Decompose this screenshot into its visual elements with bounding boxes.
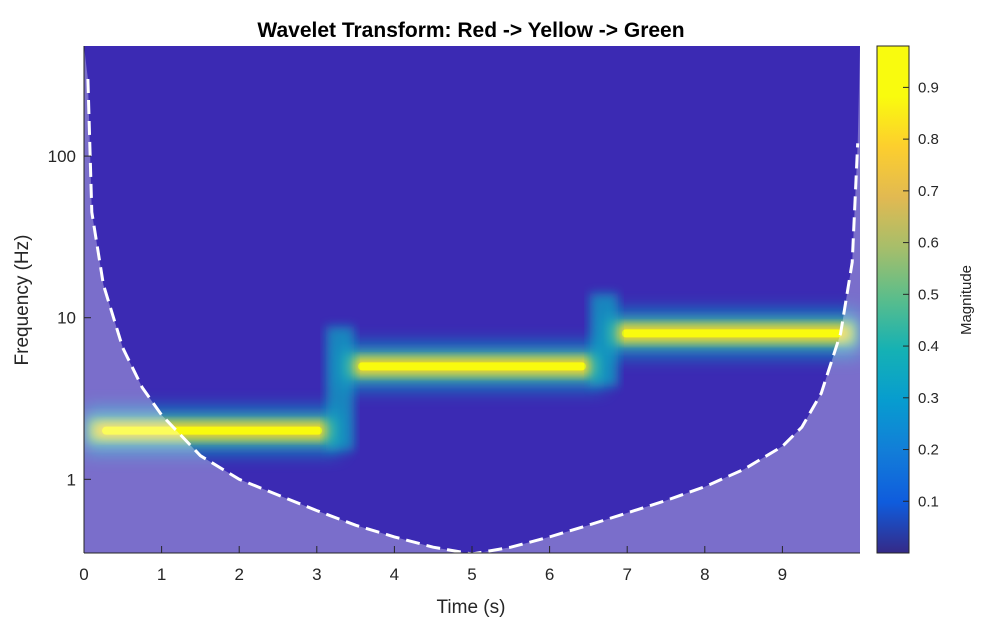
ridge-transition <box>326 326 355 451</box>
heatmap-background <box>84 46 860 553</box>
colorbar-tick-label: 0.5 <box>918 286 939 303</box>
colorbar-tick-label: 0.4 <box>918 338 939 355</box>
colorbar-gradient <box>876 45 910 554</box>
cone-of-influence-shade <box>84 46 860 553</box>
x-tick-label: 7 <box>622 565 631 584</box>
x-tick-label: 0 <box>79 565 88 584</box>
x-tick-label: 3 <box>312 565 321 584</box>
x-tick-label: 9 <box>778 565 787 584</box>
colorbar-label: Magnitude <box>958 265 975 335</box>
ridge-band <box>340 344 604 389</box>
ridge-band <box>603 311 860 356</box>
x-axis-label: Time (s) <box>437 597 506 618</box>
x-tick-label: 6 <box>545 565 554 584</box>
ridge-layer <box>84 293 860 453</box>
colorbar-tick-label: 0.3 <box>918 390 939 407</box>
colorbar-tick-label: 0.1 <box>918 493 939 510</box>
ridge-transition <box>589 293 618 387</box>
y-tick-label: 100 <box>48 147 76 166</box>
colorbar-tick-label: 0.2 <box>918 442 939 459</box>
colorbar: 0.1 0.2 0.3 0.4 0.5 0.6 0.7 0.8 0.9 Magnitude <box>876 45 975 554</box>
x-tick-label: 2 <box>234 565 243 584</box>
colorbar-tick-label: 0.9 <box>918 79 939 96</box>
ridge-core <box>358 362 586 371</box>
cone-of-influence-line <box>86 78 860 553</box>
x-tick-label: 4 <box>390 565 399 584</box>
y-axis: 1 10 100 <box>48 46 91 553</box>
colorbar-ticks: 0.1 0.2 0.3 0.4 0.5 0.6 0.7 0.8 0.9 <box>903 79 939 510</box>
ridge-core <box>621 329 842 338</box>
x-tick-label: 1 <box>157 565 166 584</box>
ridge-band <box>84 408 341 453</box>
colorbar-tick-label: 0.7 <box>918 183 939 200</box>
x-axis: 0 1 2 3 4 5 6 7 8 9 <box>79 546 860 584</box>
chart-title: Wavelet Transform: Red -> Yellow -> Gree… <box>257 19 684 42</box>
ridge-core <box>102 426 323 435</box>
y-axis-label: Frequency (Hz) <box>12 235 33 366</box>
y-tick-label: 1 <box>67 470 76 489</box>
y-tick-label: 10 <box>57 309 76 328</box>
colorbar-tick-label: 0.6 <box>918 235 939 252</box>
colorbar-tick-label: 0.8 <box>918 131 939 148</box>
plot-area <box>84 46 860 553</box>
x-tick-label: 5 <box>467 565 476 584</box>
x-tick-label: 8 <box>700 565 709 584</box>
